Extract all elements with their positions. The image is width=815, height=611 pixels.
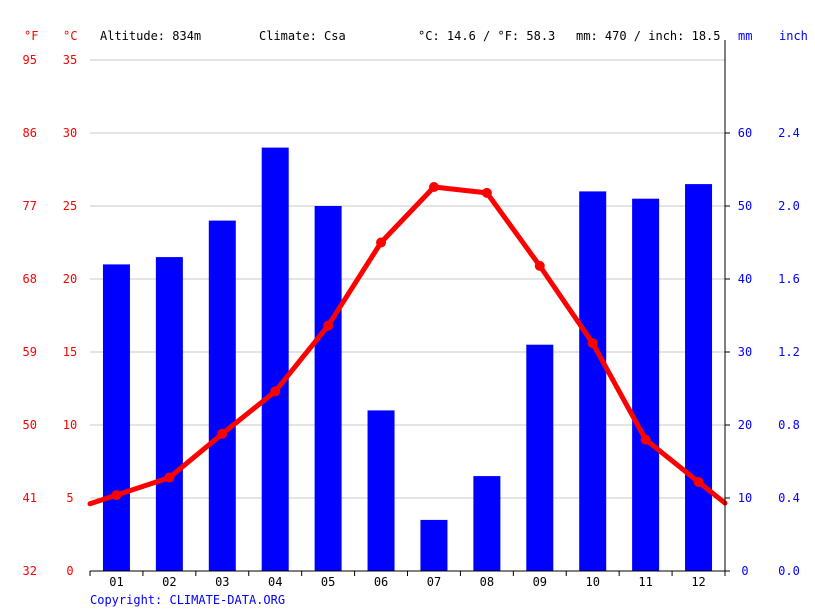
temperature-point-08 — [481, 187, 492, 198]
temperature-line — [87, 182, 728, 507]
fahrenheit-tick-label: 32 — [23, 564, 37, 578]
celsius-tick-label: 35 — [63, 53, 77, 67]
month-tick-label: 06 — [374, 575, 388, 589]
celsius-tick-label: 30 — [63, 126, 77, 140]
precipitation-bar-06 — [367, 410, 395, 571]
mm-tick-label: 10 — [738, 491, 752, 505]
tick-labels: 32 0 41 5 50 10 59 15 68 20 77 25 86 30 95 35 0 0.0 10 0.4 2… — [23, 53, 800, 589]
copyright-label: Copyright: CLIMATE-DATA.ORG — [90, 593, 285, 607]
precipitation-bar-10 — [579, 191, 607, 571]
celsius-tick-label: 25 — [63, 199, 77, 213]
inch-tick-label: 0.8 — [778, 418, 800, 432]
precipitation-bar-02 — [155, 257, 183, 571]
fahrenheit-tick-label: 86 — [23, 126, 37, 140]
precipitation-bar-08 — [473, 476, 501, 571]
temperature-point-05 — [323, 320, 334, 331]
temperature-point-01 — [111, 490, 122, 501]
precipitation-bar-12 — [685, 184, 713, 571]
mm-tick-label: 40 — [738, 272, 752, 286]
month-tick-label: 04 — [268, 575, 282, 589]
month-tick-label: 01 — [109, 575, 123, 589]
inch-tick-label: 2.4 — [778, 126, 800, 140]
inch-tick-label: 1.2 — [778, 345, 800, 359]
temperature-average-label: °C: 14.6 / °F: 58.3 — [418, 29, 555, 43]
axes — [89, 40, 730, 576]
temperature-point-03 — [217, 428, 228, 439]
celsius-tick-label: 10 — [63, 418, 77, 432]
mm-tick-label: 30 — [738, 345, 752, 359]
month-tick-label: 08 — [480, 575, 494, 589]
fahrenheit-tick-label: 50 — [23, 418, 37, 432]
fahrenheit-tick-label: 59 — [23, 345, 37, 359]
temperature-line-path — [87, 184, 728, 507]
precipitation-bar-04 — [261, 147, 289, 571]
month-tick-label: 11 — [638, 575, 652, 589]
month-tick-label: 05 — [321, 575, 335, 589]
unit-f-label: °F — [24, 29, 38, 43]
mm-tick-label: 20 — [738, 418, 752, 432]
precipitation-bar-09 — [526, 344, 554, 571]
inch-tick-label: 0.0 — [778, 564, 800, 578]
celsius-tick-label: 0 — [66, 564, 73, 578]
fahrenheit-tick-label: 68 — [23, 272, 37, 286]
precipitation-bar-03 — [208, 220, 236, 571]
inch-tick-label: 0.4 — [778, 491, 800, 505]
month-tick-label: 09 — [533, 575, 547, 589]
temperature-point-02 — [164, 472, 175, 483]
gridlines — [90, 59, 725, 499]
inch-tick-label: 1.6 — [778, 272, 800, 286]
climate-label: Climate: Csa — [259, 29, 346, 43]
month-tick-label: 10 — [585, 575, 599, 589]
mm-tick-label: 0 — [741, 564, 748, 578]
precipitation-bar-07 — [420, 519, 448, 571]
temperature-point-12 — [693, 476, 704, 487]
celsius-tick-label: 20 — [63, 272, 77, 286]
unit-c-label: °C — [63, 29, 77, 43]
precipitation-bar-01 — [102, 264, 130, 571]
month-tick-label: 07 — [427, 575, 441, 589]
temperature-point-07 — [428, 182, 439, 193]
precipitation-bars — [102, 147, 713, 571]
precipitation-bar-05 — [314, 206, 342, 571]
temperature-point-09 — [534, 260, 545, 271]
fahrenheit-tick-label: 41 — [23, 491, 37, 505]
fahrenheit-tick-label: 77 — [23, 199, 37, 213]
mm-tick-label: 50 — [738, 199, 752, 213]
temperature-point-04 — [270, 386, 281, 397]
temperature-point-10 — [587, 338, 598, 349]
celsius-tick-label: 5 — [66, 491, 73, 505]
celsius-tick-label: 15 — [63, 345, 77, 359]
month-tick-label: 12 — [691, 575, 705, 589]
month-tick-label: 02 — [162, 575, 176, 589]
precipitation-total-label: mm: 470 / inch: 18.5 — [576, 29, 721, 43]
unit-inch-label: inch — [779, 29, 808, 43]
unit-mm-label: mm — [738, 29, 752, 43]
month-tick-label: 03 — [215, 575, 229, 589]
altitude-label: Altitude: 834m — [100, 29, 201, 43]
temperature-point-06 — [376, 237, 387, 248]
temperature-point-11 — [640, 434, 651, 445]
inch-tick-label: 2.0 — [778, 199, 800, 213]
fahrenheit-tick-label: 95 — [23, 53, 37, 67]
precipitation-bar-11 — [632, 198, 660, 571]
mm-tick-label: 60 — [738, 126, 752, 140]
